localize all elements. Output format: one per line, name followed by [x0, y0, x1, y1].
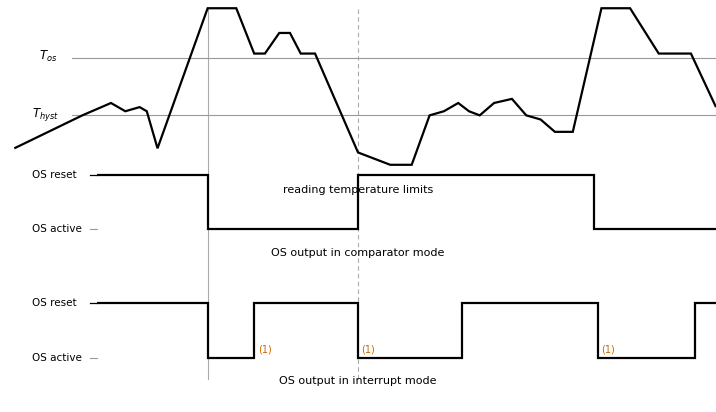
Text: OS active: OS active [32, 224, 82, 234]
Text: OS reset: OS reset [32, 298, 77, 308]
Text: $T_{hyst}$: $T_{hyst}$ [32, 106, 59, 123]
Text: reading temperature limits: reading temperature limits [283, 185, 433, 194]
Text: (1): (1) [258, 344, 271, 354]
Text: (1): (1) [601, 344, 615, 354]
Text: OS active: OS active [32, 353, 82, 363]
Text: OS reset: OS reset [32, 170, 77, 180]
Text: OS output in interrupt mode: OS output in interrupt mode [279, 376, 437, 386]
Text: $T_{os}$: $T_{os}$ [39, 49, 58, 64]
Text: (1): (1) [362, 344, 375, 354]
Text: OS output in comparator mode: OS output in comparator mode [271, 248, 445, 258]
